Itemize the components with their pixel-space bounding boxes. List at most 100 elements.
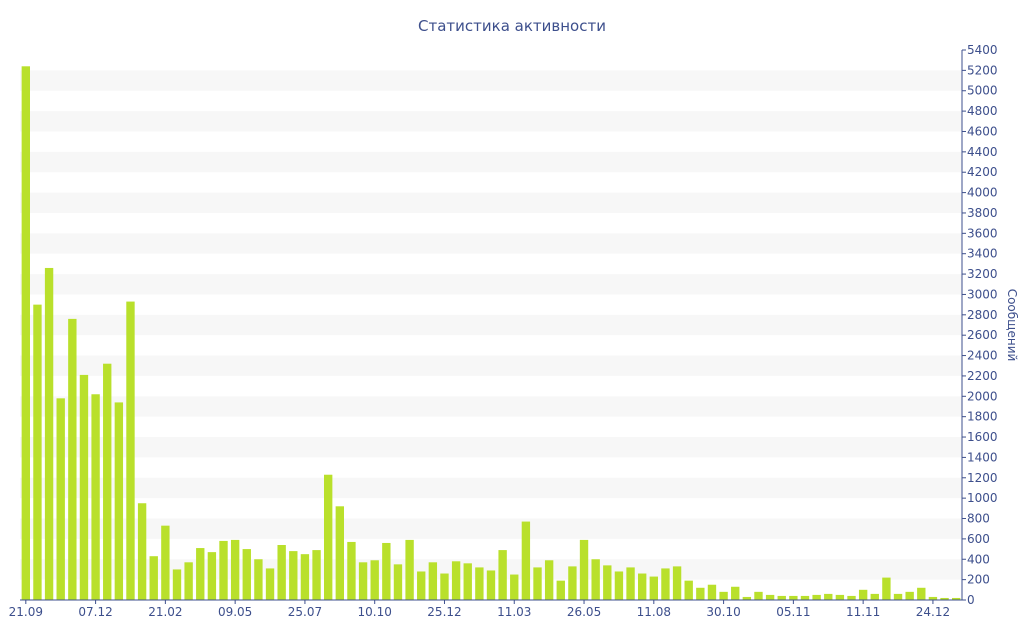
bar[interactable] xyxy=(835,594,845,600)
bar[interactable] xyxy=(289,551,298,600)
bar[interactable] xyxy=(370,560,379,600)
bar[interactable] xyxy=(475,567,484,600)
bar[interactable] xyxy=(928,596,938,600)
bar[interactable] xyxy=(172,569,182,600)
bar[interactable] xyxy=(824,593,833,600)
bar[interactable] xyxy=(207,552,217,600)
bar[interactable] xyxy=(335,506,344,600)
bar[interactable] xyxy=(161,525,170,600)
bar[interactable] xyxy=(451,561,461,600)
x-tick-label: 24.12 xyxy=(916,605,950,619)
bar[interactable] xyxy=(149,556,158,600)
y-tick-label: 4200 xyxy=(967,165,998,179)
bar[interactable] xyxy=(393,564,403,600)
grid-band xyxy=(20,70,962,91)
y-tick-label: 5400 xyxy=(967,43,998,57)
y-tick-label: 2200 xyxy=(967,369,998,383)
x-tick-label: 11.03 xyxy=(497,605,531,619)
bar[interactable] xyxy=(765,594,775,600)
bar[interactable] xyxy=(405,539,414,600)
bar[interactable] xyxy=(265,568,275,600)
bar[interactable] xyxy=(649,576,658,600)
bar[interactable] xyxy=(114,402,124,600)
bar[interactable] xyxy=(754,591,763,600)
bar[interactable] xyxy=(544,560,554,600)
bar[interactable] xyxy=(79,374,89,600)
bar[interactable] xyxy=(696,587,705,600)
bar[interactable] xyxy=(707,584,717,600)
bar[interactable] xyxy=(870,593,879,600)
grid-band xyxy=(20,396,962,417)
bar[interactable] xyxy=(684,580,693,600)
x-tick-label: 10.10 xyxy=(358,605,392,619)
bar[interactable] xyxy=(498,550,507,600)
y-tick-label: 4000 xyxy=(967,186,998,200)
bar[interactable] xyxy=(230,539,240,600)
bar[interactable] xyxy=(463,563,472,600)
bar[interactable] xyxy=(882,577,891,600)
bar[interactable] xyxy=(812,594,821,600)
bar[interactable] xyxy=(312,550,321,600)
bar[interactable] xyxy=(940,597,949,600)
bar[interactable] xyxy=(126,301,135,600)
bar[interactable] xyxy=(533,567,542,600)
y-axis-title: Сообщений xyxy=(1005,289,1019,362)
bar[interactable] xyxy=(603,565,612,600)
bar[interactable] xyxy=(614,571,624,600)
grid-band xyxy=(20,355,962,376)
bar[interactable] xyxy=(277,545,286,600)
bar[interactable] xyxy=(638,573,647,600)
bar[interactable] xyxy=(417,571,426,600)
bar[interactable] xyxy=(428,562,438,600)
bar[interactable] xyxy=(858,589,868,600)
bar[interactable] xyxy=(137,503,147,600)
bar[interactable] xyxy=(568,566,577,600)
bar[interactable] xyxy=(103,363,112,600)
bar[interactable] xyxy=(219,540,228,600)
bar[interactable] xyxy=(917,587,926,600)
bar[interactable] xyxy=(91,394,100,600)
bar[interactable] xyxy=(952,597,961,600)
bar[interactable] xyxy=(242,549,251,600)
bar[interactable] xyxy=(358,562,368,600)
grid-band xyxy=(20,314,962,336)
x-axis: 21.09 07.12 21.02 09.05 25.07 10.10 25.12 11.03… xyxy=(9,599,962,619)
bar[interactable] xyxy=(21,66,30,601)
bar[interactable] xyxy=(196,548,205,600)
bar[interactable] xyxy=(486,570,496,600)
bar[interactable] xyxy=(579,539,589,600)
bar[interactable] xyxy=(591,559,600,600)
bar[interactable] xyxy=(800,595,810,600)
bar[interactable] xyxy=(626,567,635,600)
bar[interactable] xyxy=(893,593,903,600)
x-tick-label: 11.11 xyxy=(846,605,880,619)
bar[interactable] xyxy=(300,554,310,600)
bar[interactable] xyxy=(324,474,333,600)
bar[interactable] xyxy=(521,521,531,600)
bar[interactable] xyxy=(777,595,786,600)
bar[interactable] xyxy=(33,304,42,600)
bar[interactable] xyxy=(184,562,193,600)
bar[interactable] xyxy=(440,573,449,600)
bar[interactable] xyxy=(56,398,65,600)
bar[interactable] xyxy=(847,595,856,600)
bar[interactable] xyxy=(382,542,391,600)
bar[interactable] xyxy=(672,566,682,600)
x-tick-label: 09.05 xyxy=(218,605,252,619)
grid-band xyxy=(20,518,962,539)
bar[interactable] xyxy=(731,586,740,600)
bar[interactable] xyxy=(661,568,670,600)
x-tick-label: 07.12 xyxy=(78,605,112,619)
bar[interactable] xyxy=(510,574,519,600)
bar[interactable] xyxy=(44,267,54,600)
bar[interactable] xyxy=(556,580,565,600)
bar[interactable] xyxy=(68,318,77,600)
bar[interactable] xyxy=(905,591,914,600)
bar[interactable] xyxy=(719,591,728,600)
bar[interactable] xyxy=(347,541,356,600)
bar[interactable] xyxy=(254,559,263,600)
bar[interactable] xyxy=(742,596,752,600)
y-tick-label: 0 xyxy=(967,593,975,607)
bar[interactable] xyxy=(789,595,798,600)
x-tick-label: 11.08 xyxy=(637,605,671,619)
